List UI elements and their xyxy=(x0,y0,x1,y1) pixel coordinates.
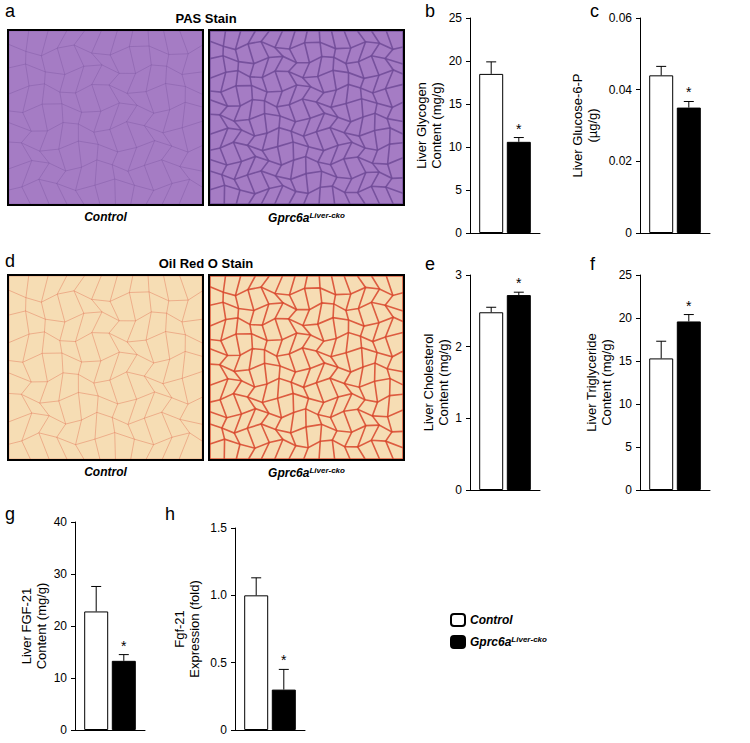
svg-text:0: 0 xyxy=(455,226,462,240)
svg-text:Content (mg/g): Content (mg/g) xyxy=(429,82,444,169)
svg-text:Liver Triglyceride: Liver Triglyceride xyxy=(584,333,599,431)
svg-text:Liver Cholesterol: Liver Cholesterol xyxy=(421,334,436,432)
svg-text:c: c xyxy=(590,1,599,21)
svg-text:Gprc6a: Gprc6a xyxy=(268,466,310,480)
svg-text:1.5: 1.5 xyxy=(210,521,227,535)
svg-text:Fgf-21: Fgf-21 xyxy=(172,610,187,648)
svg-text:40: 40 xyxy=(54,515,68,529)
svg-text:15: 15 xyxy=(449,97,463,111)
svg-text:0: 0 xyxy=(455,483,462,497)
svg-text:25: 25 xyxy=(449,11,463,25)
svg-text:Gprc6a: Gprc6a xyxy=(470,635,512,649)
svg-text:f: f xyxy=(590,254,596,274)
svg-text:PAS Stain: PAS Stain xyxy=(175,11,236,26)
svg-text:Expression (fold): Expression (fold) xyxy=(187,580,202,678)
svg-text:Gprc6a: Gprc6a xyxy=(268,211,310,225)
svg-text:*: * xyxy=(686,298,692,314)
svg-text:*: * xyxy=(281,652,287,668)
svg-text:Control: Control xyxy=(84,465,127,479)
svg-text:0.06: 0.06 xyxy=(609,11,633,25)
svg-text:25: 25 xyxy=(619,268,633,282)
svg-text:d: d xyxy=(5,251,15,271)
svg-text:Content (mg/g): Content (mg/g) xyxy=(34,583,49,670)
svg-text:20: 20 xyxy=(619,311,633,325)
svg-text:0: 0 xyxy=(625,226,632,240)
svg-text:0.02: 0.02 xyxy=(609,154,633,168)
svg-text:0: 0 xyxy=(220,723,227,737)
svg-text:*: * xyxy=(121,638,127,654)
svg-text:0: 0 xyxy=(60,723,67,737)
svg-text:0: 0 xyxy=(625,483,632,497)
svg-text:3: 3 xyxy=(455,268,462,282)
svg-text:Content (mg/g): Content (mg/g) xyxy=(436,339,451,426)
svg-text:Liver Glycogen: Liver Glycogen xyxy=(414,82,429,169)
svg-text:Oil Red O Stain: Oil Red O Stain xyxy=(159,256,254,271)
svg-text:10: 10 xyxy=(449,140,463,154)
svg-text:1.0: 1.0 xyxy=(210,588,227,602)
svg-text:Liver Glucose-6-P: Liver Glucose-6-P xyxy=(570,73,585,177)
svg-text:5: 5 xyxy=(455,183,462,197)
svg-text:10: 10 xyxy=(54,671,68,685)
svg-text:e: e xyxy=(425,254,435,274)
svg-text:a: a xyxy=(5,1,16,21)
svg-text:30: 30 xyxy=(54,567,68,581)
svg-text:(µg/g): (µg/g) xyxy=(585,108,600,142)
svg-text:1: 1 xyxy=(455,411,462,425)
svg-text:Liver-cko: Liver-cko xyxy=(309,211,345,220)
svg-text:2: 2 xyxy=(455,340,462,354)
svg-text:0.04: 0.04 xyxy=(609,83,633,97)
svg-text:20: 20 xyxy=(54,619,68,633)
svg-text:10: 10 xyxy=(619,397,633,411)
svg-text:5: 5 xyxy=(625,440,632,454)
svg-text:0.5: 0.5 xyxy=(210,656,227,670)
svg-text:20: 20 xyxy=(449,54,463,68)
svg-text:Liver-cko: Liver-cko xyxy=(309,466,345,475)
svg-text:*: * xyxy=(516,121,522,137)
svg-text:g: g xyxy=(5,504,15,524)
svg-text:Liver-cko: Liver-cko xyxy=(511,635,547,644)
svg-text:b: b xyxy=(425,1,435,21)
svg-text:*: * xyxy=(516,275,522,291)
svg-text:Content (mg/g): Content (mg/g) xyxy=(599,339,614,426)
svg-text:*: * xyxy=(686,84,692,100)
svg-text:Control: Control xyxy=(84,210,127,224)
svg-text:Control: Control xyxy=(470,613,513,627)
svg-text:h: h xyxy=(165,504,175,524)
svg-text:Liver FGF-21: Liver FGF-21 xyxy=(19,588,34,665)
svg-text:15: 15 xyxy=(619,354,633,368)
